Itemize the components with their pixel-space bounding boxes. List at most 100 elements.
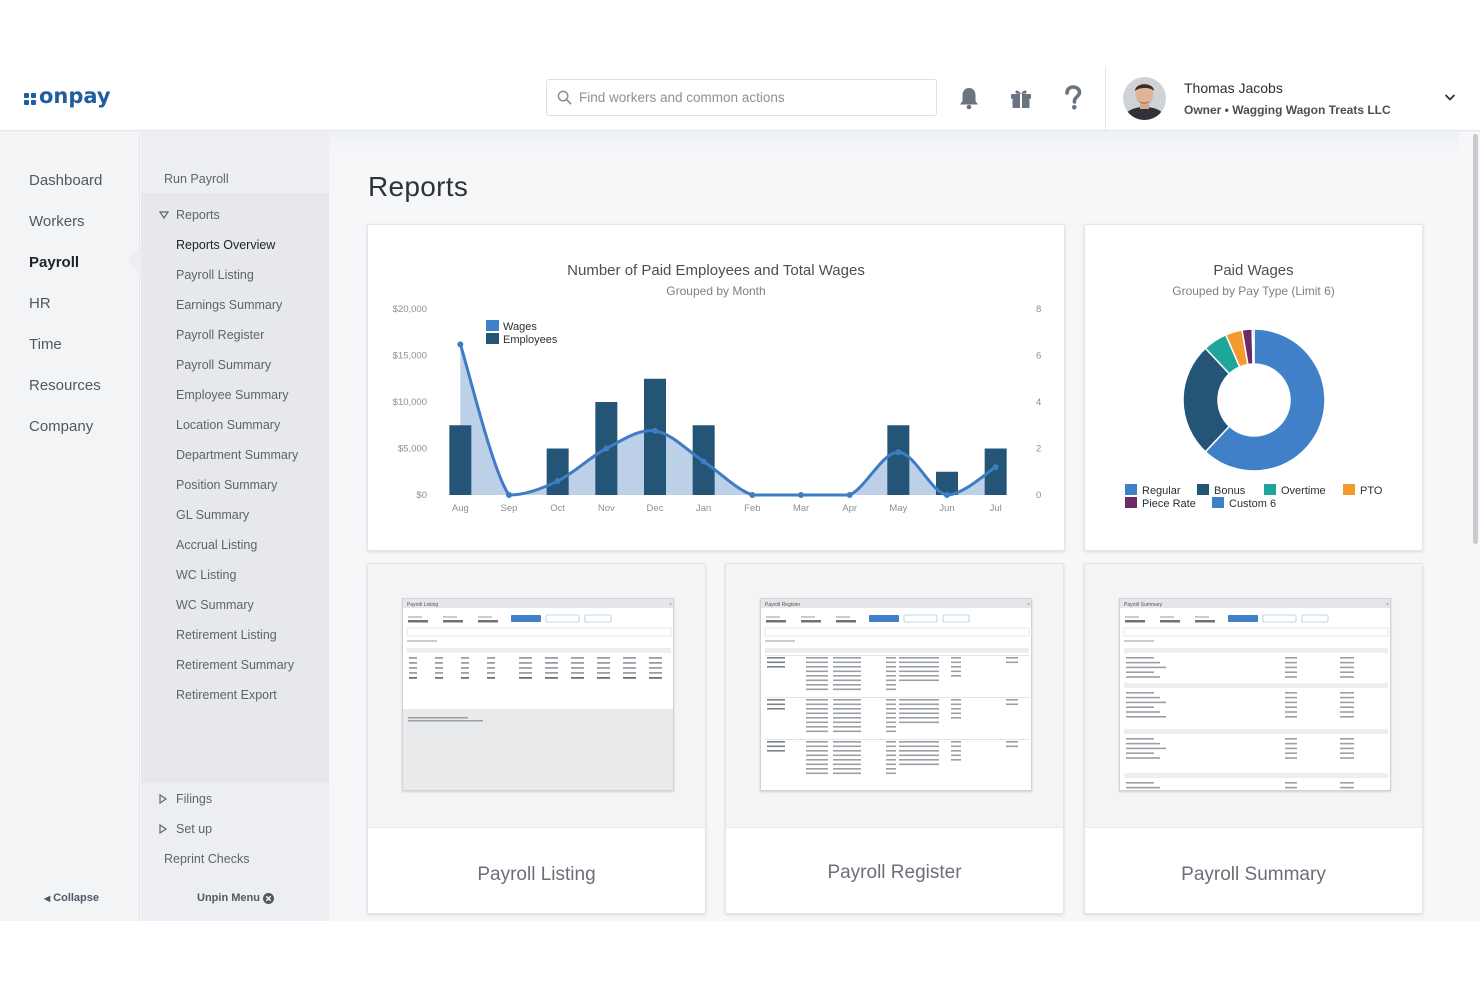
- preview-table-cell: [806, 708, 828, 710]
- report-card-payroll-summary[interactable]: Payroll Summary × Payroll Summary: [1084, 563, 1423, 914]
- nav-item-company[interactable]: Company: [29, 418, 94, 435]
- preview-table-cell: [545, 657, 558, 659]
- employees-wages-chart-card[interactable]: Number of Paid Employees and Total Wages…: [367, 224, 1065, 551]
- preview-table-cell: [806, 750, 828, 752]
- unpin-menu-button[interactable]: Unpin Menu: [197, 892, 274, 904]
- report-link-employee-summary[interactable]: Employee Summary: [176, 388, 289, 402]
- preview-table-cell: [806, 657, 828, 659]
- wages-point: [554, 478, 561, 485]
- legend-swatch: [1343, 484, 1355, 495]
- preview-table-cell: [545, 672, 558, 674]
- scrollbar[interactable]: [1473, 134, 1478, 544]
- report-link-retirement-listing[interactable]: Retirement Listing: [176, 628, 277, 642]
- user-avatar[interactable]: [1123, 77, 1166, 120]
- report-link-wc-summary[interactable]: WC Summary: [176, 598, 254, 612]
- preview-table-cell: [461, 672, 469, 674]
- collapse-button[interactable]: ◀ Collapse: [44, 892, 99, 904]
- preview-table-cell: [1006, 699, 1018, 701]
- nav-item-payroll[interactable]: Payroll: [29, 254, 80, 271]
- preview-table-cell: [806, 712, 828, 715]
- report-card-payroll-listing[interactable]: Payroll Listing × Payroll Listing: [367, 563, 706, 914]
- preview-table-cell: [409, 672, 417, 674]
- report-thumbnail-area: Payroll Listing ×: [368, 564, 705, 828]
- preview-table-cell: [767, 708, 785, 710]
- reprint-checks-link[interactable]: Reprint Checks: [164, 852, 250, 866]
- preview-button: [1301, 614, 1329, 623]
- nav-item-hr[interactable]: HR: [29, 295, 51, 312]
- report-link-wc-listing[interactable]: WC Listing: [176, 568, 237, 582]
- preview-table-cell: [806, 726, 828, 728]
- gift-icon[interactable]: [1008, 85, 1034, 111]
- preview-table-cell: [899, 759, 939, 761]
- preview-table-cell: [1126, 752, 1154, 754]
- report-link-payroll-listing[interactable]: Payroll Listing: [176, 268, 254, 282]
- notifications-bell-icon[interactable]: [956, 85, 982, 111]
- preview-table-cell: [951, 759, 961, 761]
- chevron-down-icon[interactable]: [1443, 90, 1457, 109]
- preview-table-cell: [1285, 676, 1297, 678]
- donut-title: Paid Wages: [1213, 262, 1294, 279]
- wages-point: [992, 464, 999, 471]
- preview-table-cell: [886, 703, 896, 706]
- report-link-accrual-listing[interactable]: Accrual Listing: [176, 538, 258, 552]
- report-card-payroll-register[interactable]: Payroll Register × Payroll Register: [725, 563, 1064, 914]
- preview-table-cell: [1340, 661, 1354, 664]
- preview-table-cell: [487, 657, 495, 659]
- preview-table-cell: [1006, 741, 1018, 743]
- help-question-icon[interactable]: [1060, 85, 1086, 111]
- nav-item-dashboard[interactable]: Dashboard: [29, 172, 103, 189]
- report-link-payroll-summary[interactable]: Payroll Summary: [176, 358, 272, 372]
- preview-table-cell: [767, 717, 785, 719]
- onpay-logo[interactable]: onpay: [24, 84, 111, 108]
- combo-chart-svg: $20,000 $15,000 $10,000 $5,000 $0 8 6 4 2 0 Aug Sep…: [393, 304, 1042, 514]
- employees-bar: [546, 448, 569, 495]
- preview-table-cell: [487, 667, 495, 669]
- preview-button: [545, 614, 580, 623]
- legend-label: Custom 6: [1229, 498, 1276, 510]
- report-link-location-summary[interactable]: Location Summary: [176, 418, 281, 432]
- report-link-earnings-summary[interactable]: Earnings Summary: [176, 298, 283, 312]
- report-link-retirement-export[interactable]: Retirement Export: [176, 688, 277, 702]
- nav-item-time[interactable]: Time: [29, 336, 62, 353]
- preview-field-value: [443, 620, 463, 623]
- filings-toggle[interactable]: Filings: [159, 792, 212, 806]
- preview-table-cell: [899, 754, 939, 757]
- nav-item-workers[interactable]: Workers: [29, 213, 85, 230]
- preview-table-cell: [767, 745, 785, 748]
- preview-table-cell: [833, 772, 861, 775]
- preview-table-cell: [833, 684, 861, 686]
- nav-item-resources[interactable]: Resources: [29, 377, 101, 394]
- report-link-retirement-summary[interactable]: Retirement Summary: [176, 658, 295, 672]
- preview-table-cell: [767, 726, 785, 728]
- preview-table-cell: [571, 677, 584, 679]
- search-input[interactable]: [579, 90, 909, 105]
- preview-divider: [765, 739, 1029, 740]
- preview-table-cell: [806, 699, 828, 701]
- preview-table-cell: [806, 721, 828, 724]
- search-box[interactable]: [546, 79, 937, 116]
- preview-table-cell: [623, 667, 636, 669]
- preview-table-cell: [833, 708, 861, 710]
- preview-footer-text: [408, 717, 468, 719]
- report-link-payroll-register[interactable]: Payroll Register: [176, 328, 265, 342]
- preview-table-cell: [806, 772, 828, 775]
- preview-table-cell: [833, 717, 861, 719]
- report-link-gl-summary[interactable]: GL Summary: [176, 508, 250, 522]
- run-payroll-link[interactable]: Run Payroll: [164, 172, 229, 186]
- preview-table-cell: [886, 657, 896, 659]
- paid-wages-chart-card[interactable]: Paid Wages Grouped by Pay Type (Limit 6)…: [1084, 224, 1423, 551]
- preview-field-value: [1160, 620, 1180, 623]
- wages-point: [944, 492, 950, 498]
- preview-table-cell: [1340, 716, 1354, 718]
- preview-table-cell: [767, 768, 785, 770]
- setup-toggle[interactable]: Set up: [159, 822, 212, 836]
- wages-point: [895, 449, 902, 456]
- preview-table-cell: [649, 672, 662, 674]
- preview-table-cell: [806, 675, 828, 677]
- report-link-department-summary[interactable]: Department Summary: [176, 448, 299, 462]
- preview-section-header: [1124, 773, 1388, 778]
- preview-field-value: [836, 620, 856, 623]
- report-link-position-summary[interactable]: Position Summary: [176, 478, 278, 492]
- report-link-reports-overview[interactable]: Reports Overview: [176, 238, 276, 252]
- reports-toggle[interactable]: Reports: [159, 208, 220, 222]
